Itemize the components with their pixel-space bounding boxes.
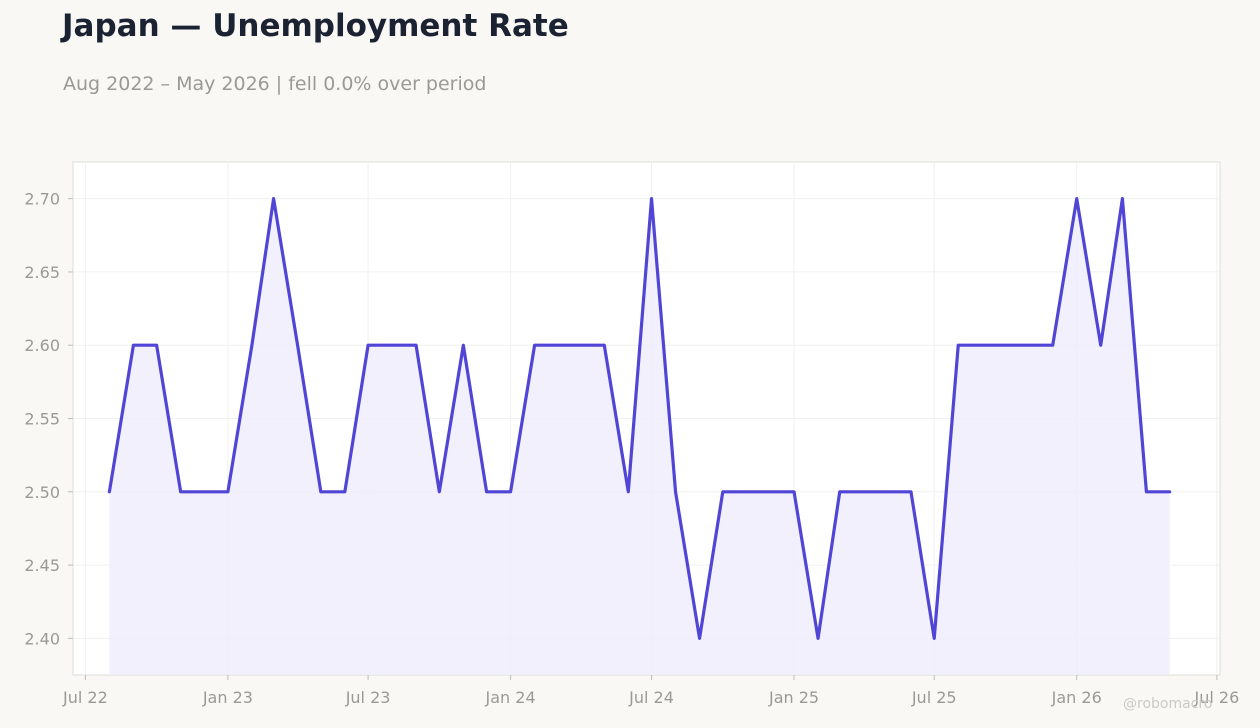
y-tick-label: 2.70: [24, 190, 60, 209]
y-tick-label: 2.65: [24, 263, 60, 282]
y-tick-label: 2.55: [24, 410, 60, 429]
y-tick-label: 2.60: [24, 336, 60, 355]
x-tick-label: Jul 26: [1194, 688, 1240, 707]
x-tick-label: Jan 25: [768, 688, 819, 707]
y-axis-ticks: 2.40 2.45 2.50 2.55 2.60 2.65 2.70: [24, 190, 73, 648]
x-axis-ticks: Jul 22 Jan 23 Jul 23 Jan 24 Jul 24 Jan 25 Jul …: [62, 675, 1239, 707]
series-area-fill: [109, 198, 1170, 675]
y-tick-label: 2.50: [24, 483, 60, 502]
y-tick-label: 2.45: [24, 556, 60, 575]
watermark: @robomacro: [1123, 696, 1213, 712]
y-tick-label: 2.40: [24, 629, 60, 648]
x-tick-label: Jul 22: [62, 688, 108, 707]
x-tick-label: Jul 23: [345, 688, 391, 707]
x-tick-label: Jul 24: [628, 688, 674, 707]
chart-subtitle: Aug 2022 – May 2026 | fell 0.0% over per…: [63, 73, 487, 95]
chart-title: Japan — Unemployment Rate: [62, 8, 569, 44]
x-tick-label: Jan 24: [485, 688, 536, 707]
series-line: [107, 197, 1172, 640]
x-tick-label: Jan 26: [1051, 688, 1102, 707]
x-tick-label: Jul 25: [911, 688, 957, 707]
x-tick-label: Jan 23: [202, 688, 253, 707]
